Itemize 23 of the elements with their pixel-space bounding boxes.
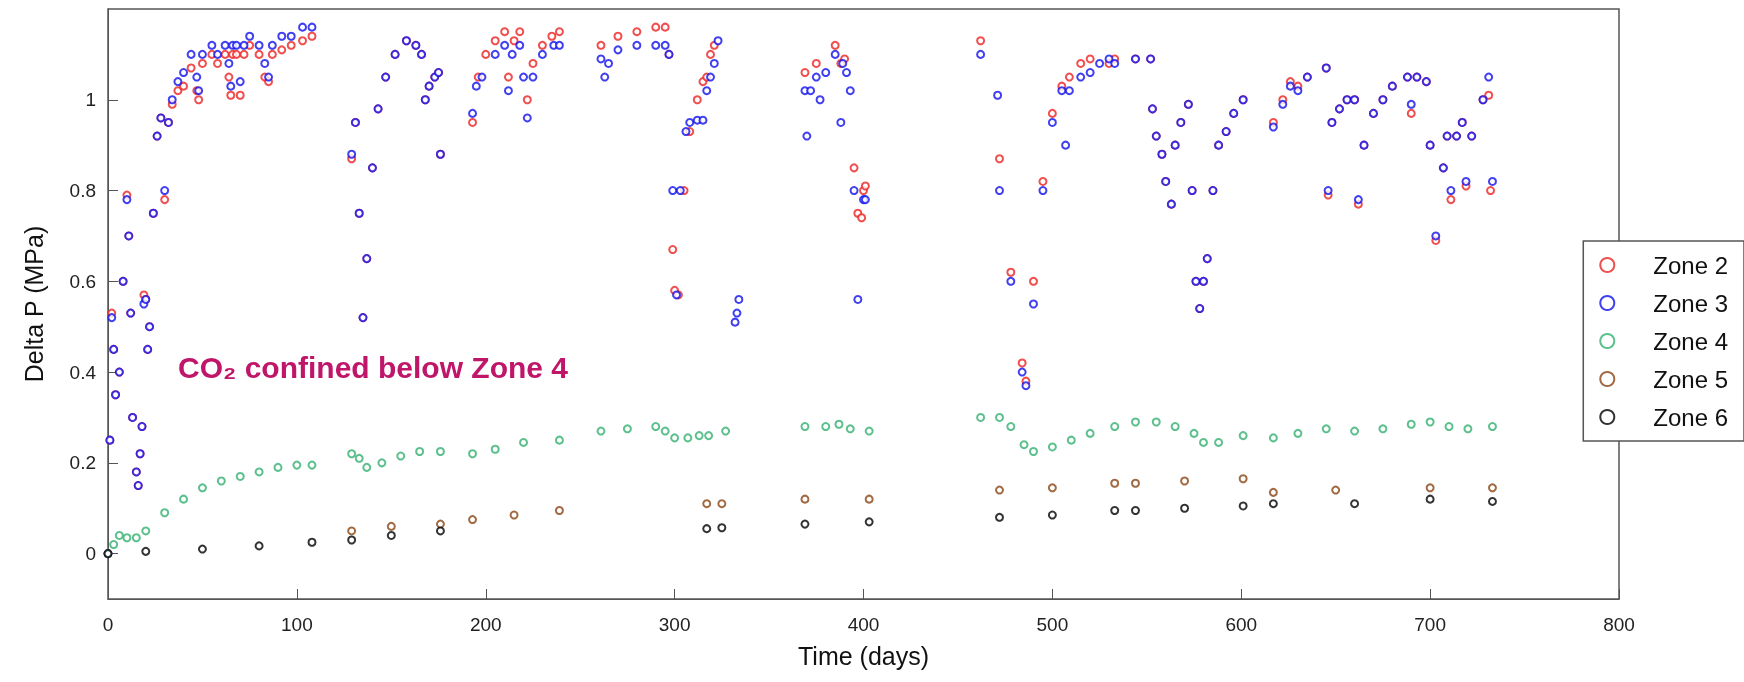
y-tick-label: 0	[85, 543, 96, 565]
legend-label: Zone 2	[1653, 251, 1728, 279]
annotation: CO₂ confined below Zone 4	[178, 350, 569, 384]
x-tick-label: 800	[1603, 614, 1635, 635]
legend-label: Zone 5	[1653, 365, 1728, 393]
y-tick-label: 0.4	[69, 361, 97, 383]
y-tick-label: 1	[85, 89, 96, 111]
x-tick-label: 700	[1414, 614, 1446, 635]
x-tick-label: 200	[469, 614, 502, 635]
y-tick-label: 0.6	[69, 270, 96, 292]
x-tick-label: 600	[1225, 614, 1258, 635]
x-tick-label: 300	[658, 614, 691, 635]
x-tick-label: 0	[102, 614, 114, 635]
y-axis-title: Delta P (MPa)	[19, 225, 48, 383]
y-tick-label: 0.8	[69, 180, 96, 202]
x-axis-title: Time (days)	[797, 641, 930, 670]
legend-label: Zone 3	[1653, 289, 1728, 317]
x-tick-label: 100	[281, 614, 313, 635]
x-tick-label: 400	[847, 614, 880, 635]
x-tick-label: 500	[1036, 614, 1069, 635]
legend-label: Zone 6	[1653, 403, 1728, 431]
legend-label: Zone 4	[1653, 327, 1728, 355]
y-tick-label: 0.2	[69, 452, 96, 474]
